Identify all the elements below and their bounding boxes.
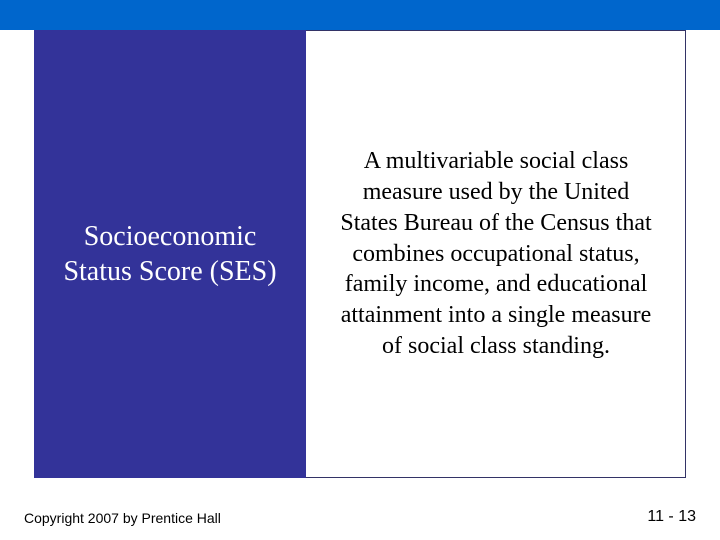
- term-title: Socioeconomic Status Score (SES): [54, 219, 286, 289]
- right-panel: A multivariable social class measure use…: [306, 30, 686, 478]
- term-definition: A multivariable social class measure use…: [334, 146, 658, 361]
- left-panel: Socioeconomic Status Score (SES): [34, 30, 306, 478]
- page-number: 11 - 13: [647, 508, 696, 526]
- top-bar: [0, 0, 720, 30]
- copyright-text: Copyright 2007 by Prentice Hall: [24, 510, 221, 526]
